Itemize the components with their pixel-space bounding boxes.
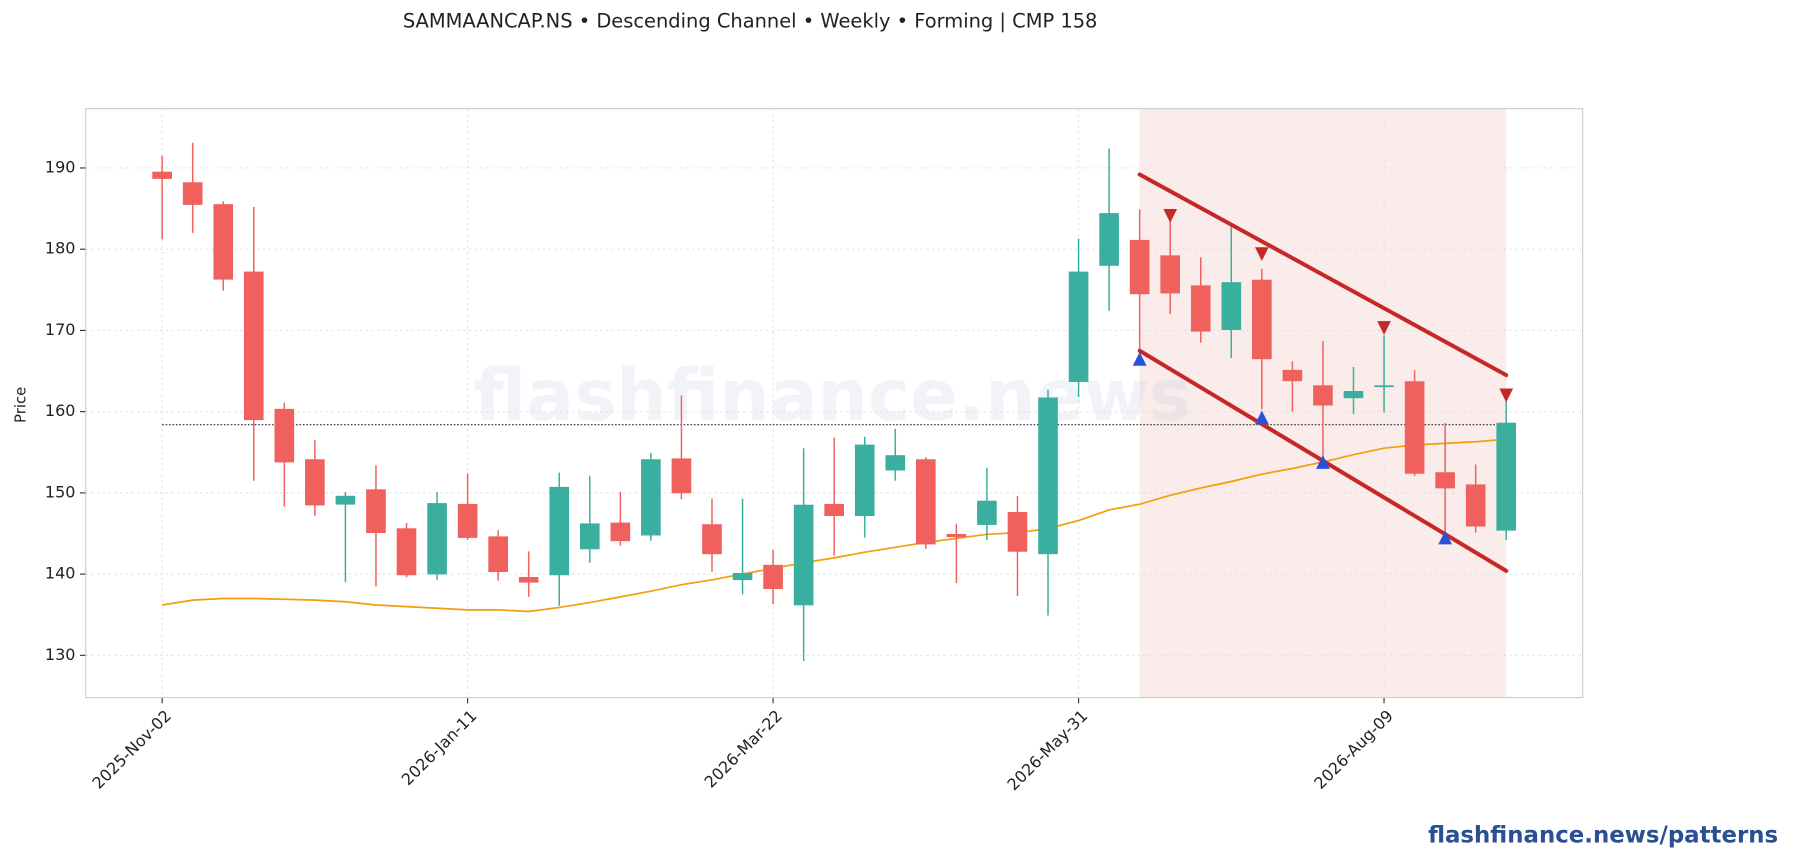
y-tick-label: 140 xyxy=(45,564,76,583)
candle-body xyxy=(885,455,906,471)
candle-body xyxy=(1313,385,1333,406)
candle-body xyxy=(977,500,997,525)
candle-body xyxy=(213,204,234,280)
support-touch xyxy=(1254,410,1269,425)
resistance-touch xyxy=(1499,388,1514,403)
candle-body xyxy=(1007,512,1028,552)
candle-body xyxy=(854,444,875,516)
candle-body xyxy=(1374,385,1394,388)
candle-body xyxy=(1343,391,1364,399)
candle-body xyxy=(1099,213,1119,266)
candle-body xyxy=(824,503,844,516)
support-touch xyxy=(1316,455,1330,469)
candle-body xyxy=(1496,422,1517,531)
candle-body xyxy=(305,459,325,506)
candle-body xyxy=(549,486,570,576)
chart-title: SAMMAANCAP.NS • Descending Channel • Wee… xyxy=(403,9,1098,32)
support-touch xyxy=(1438,530,1452,545)
x-tick-label: 2026-May-31 xyxy=(1003,706,1091,794)
candle-body xyxy=(610,522,631,542)
candle-body xyxy=(152,171,172,179)
x-tick-label: 2026-Aug-09 xyxy=(1310,706,1397,793)
candle-body xyxy=(488,536,508,573)
x-tick-label: 2026-Mar-22 xyxy=(701,706,786,791)
candle-body xyxy=(1068,271,1089,382)
candle-body xyxy=(1221,282,1242,330)
candle-body xyxy=(1404,381,1425,474)
x-tick-label: 2026-Jan-11 xyxy=(398,706,481,789)
channel-upper xyxy=(1137,172,1509,378)
candle-body xyxy=(916,459,936,545)
candle-body xyxy=(518,577,539,583)
y-tick-label: 190 xyxy=(45,157,76,176)
candle-body xyxy=(1129,239,1150,295)
support-touch xyxy=(1132,351,1147,366)
resistance-touch xyxy=(1254,247,1269,261)
y-tick-label: 150 xyxy=(45,482,76,501)
candle-body xyxy=(946,533,967,538)
candle-body xyxy=(732,572,753,581)
candle-body xyxy=(366,489,386,534)
candle-body xyxy=(427,503,447,575)
y-tick-label: 170 xyxy=(45,320,76,339)
resistance-touch xyxy=(1377,321,1391,335)
candle-body xyxy=(335,495,356,505)
candle-body xyxy=(182,182,203,205)
candle-body xyxy=(243,271,264,421)
candle-body xyxy=(1282,369,1303,382)
candle-body xyxy=(1252,279,1272,360)
y-axis-label: Price xyxy=(12,387,30,423)
candle-body xyxy=(641,459,661,536)
plot-frame xyxy=(85,108,1584,699)
candle-body xyxy=(579,523,600,550)
x-tick-label: 2025-Nov-02 xyxy=(88,706,175,793)
candle-body xyxy=(1465,484,1486,527)
candle-body xyxy=(763,564,783,590)
moving-average xyxy=(161,438,1507,613)
candle-body xyxy=(702,524,722,555)
y-tick-label: 180 xyxy=(45,239,76,258)
resistance-touch xyxy=(1163,209,1178,223)
candle-body xyxy=(1190,285,1211,332)
candle-body xyxy=(274,408,295,463)
candle-body xyxy=(396,528,417,576)
y-tick-label: 160 xyxy=(45,401,76,420)
candle-body xyxy=(1435,472,1455,489)
footer-link: flashfinance.news/patterns xyxy=(1428,822,1778,848)
candle-body xyxy=(1038,397,1058,555)
candle-body xyxy=(671,458,692,494)
candle-body xyxy=(793,504,814,606)
y-tick-label: 130 xyxy=(45,645,76,664)
candle-body xyxy=(457,503,478,538)
candle-body xyxy=(1160,255,1181,294)
